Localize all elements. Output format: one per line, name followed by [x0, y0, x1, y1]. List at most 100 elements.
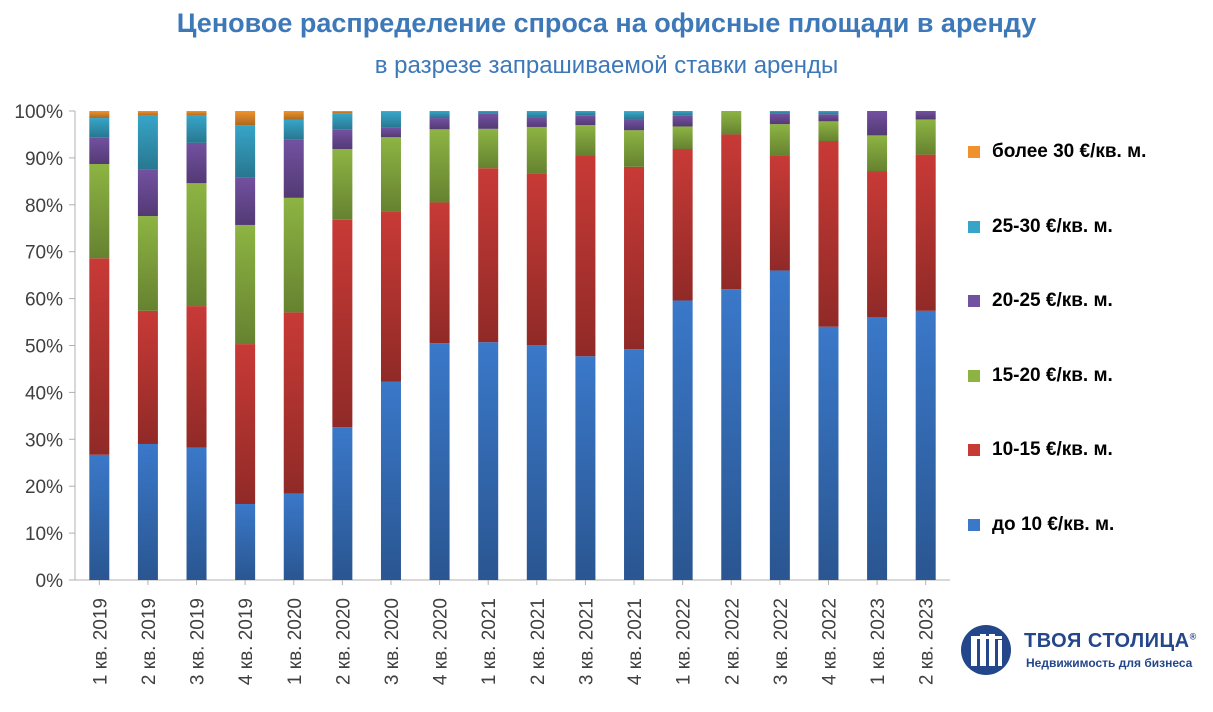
bar-segment: [137, 443, 158, 580]
y-tick-label: 80%: [25, 196, 63, 217]
bar-segment: [332, 111, 353, 114]
bar-segment: [867, 111, 888, 136]
x-tick-label: 3 кв. 2019: [188, 598, 209, 685]
bar-segment: [235, 111, 256, 126]
bar-segment: [915, 310, 936, 580]
bar-segment: [769, 124, 790, 156]
bar-segment: [672, 126, 693, 149]
x-tick-label: 4 кв. 2020: [431, 598, 452, 685]
y-tick-label: 70%: [25, 243, 63, 264]
bar-segment: [672, 115, 693, 127]
bar-segment: [283, 119, 304, 140]
legend-label: 20-25 €/кв. м.: [992, 290, 1113, 311]
x-tick-label: 3 кв. 2022: [771, 598, 792, 685]
bar-segment: [137, 310, 158, 444]
bar-segment: [332, 129, 353, 149]
bar-segment: [283, 312, 304, 494]
x-tick-label: 2 кв. 2019: [139, 598, 160, 685]
legend-label: 25-30 €/кв. м.: [992, 215, 1113, 237]
y-tick-label: 50%: [25, 337, 63, 358]
bar-segment: [867, 135, 888, 172]
bar-segment: [672, 300, 693, 580]
bar-segment: [429, 202, 450, 344]
legend-item: до 10 €/кв. м.: [968, 513, 1208, 537]
bar-segment: [526, 126, 547, 174]
bar-segment: [186, 115, 207, 143]
bar-segment: [283, 139, 304, 198]
legend-swatch: [968, 146, 980, 158]
legend-label: до 10 €/кв. м.: [992, 513, 1115, 535]
bar-segment: [721, 111, 742, 135]
bar-segment: [769, 270, 790, 580]
bar-segment: [624, 130, 645, 167]
legend-swatch: [968, 220, 980, 233]
bar-segment: [186, 306, 207, 448]
bar-segment: [380, 381, 401, 580]
bar-segment: [380, 111, 401, 112]
y-tick-label: 60%: [25, 290, 63, 311]
bar-segment: [235, 177, 256, 225]
bar-segment: [867, 317, 888, 580]
bar-segment: [186, 142, 207, 184]
y-tick-label: 0%: [36, 571, 64, 592]
x-tick-label: 2 кв. 2020: [333, 598, 354, 685]
bar-segment: [332, 219, 353, 428]
bar-segment: [575, 125, 596, 156]
bar-segment: [526, 173, 547, 346]
x-tick-label: 4 кв. 2022: [819, 598, 840, 685]
bar-segment: [672, 148, 693, 301]
chart-subtitle: в разрезе запрашиваемой ставки аренды: [374, 52, 839, 79]
bar-segment: [915, 111, 936, 120]
y-tick-label: 10%: [25, 524, 63, 545]
logo-name: ТВОЯ СТОЛИЦА®: [1024, 630, 1197, 652]
bar-segment: [478, 168, 499, 343]
bar-segment: [624, 111, 645, 112]
bar-segment: [332, 427, 353, 580]
bar-segment: [672, 111, 693, 116]
x-tick-label: 2 кв. 2022: [722, 598, 743, 685]
bar-segment: [235, 344, 256, 505]
legend-label: более 30 €/кв. м.: [992, 141, 1147, 162]
legend-item: 10-15 €/кв. м.: [968, 438, 1208, 462]
bar-segment: [575, 155, 596, 357]
legend-item: 25-30 €/кв. м.: [968, 215, 1208, 239]
bar-segment: [867, 171, 888, 318]
bar-segment: [478, 111, 499, 114]
bar-segment: [235, 504, 256, 580]
bar-segment: [721, 289, 742, 580]
bar-segment: [575, 356, 596, 580]
bar-segment: [575, 111, 596, 116]
chart-title: Ценовое распределение спроса на офисные …: [176, 8, 1037, 38]
x-tick-label: 3 кв. 2021: [576, 598, 597, 685]
legend-swatch: [968, 295, 980, 307]
bar-segment: [818, 114, 839, 122]
bar-segment: [283, 197, 304, 313]
x-tick-label: 4 кв. 2019: [236, 598, 257, 685]
bar-segment: [380, 137, 401, 212]
legend-item: 15-20 €/кв. м.: [968, 364, 1208, 388]
legend-swatch: [968, 444, 980, 456]
bar-segment: [624, 111, 645, 120]
y-tick-label: 40%: [25, 383, 63, 404]
x-tick-label: 4 кв. 2021: [625, 598, 646, 685]
bar-segment: [915, 119, 936, 155]
x-tick-label: 1 кв. 2020: [285, 598, 306, 685]
bar-segment: [89, 137, 110, 164]
bar-segment: [575, 115, 596, 126]
bar-segment: [429, 111, 450, 119]
bar-segment: [818, 111, 839, 115]
bar-segment: [624, 166, 645, 350]
bar-segment: [89, 454, 110, 580]
y-tick-label: 20%: [25, 477, 63, 498]
bar-segment: [186, 447, 207, 580]
legend-label: 15-20 €/кв. м.: [992, 364, 1113, 386]
bar-segment: [915, 154, 936, 311]
bar-segment: [89, 163, 110, 259]
x-tick-label: 3 кв. 2020: [382, 598, 403, 685]
bar-segment: [235, 224, 256, 345]
bar-segment: [380, 127, 401, 138]
company-logo: ТВОЯ СТОЛИЦА® Недвижимость для бизнеса: [960, 624, 1210, 676]
bar-segment: [478, 113, 499, 129]
bar-segment: [283, 111, 304, 120]
bar-segment: [186, 111, 207, 116]
